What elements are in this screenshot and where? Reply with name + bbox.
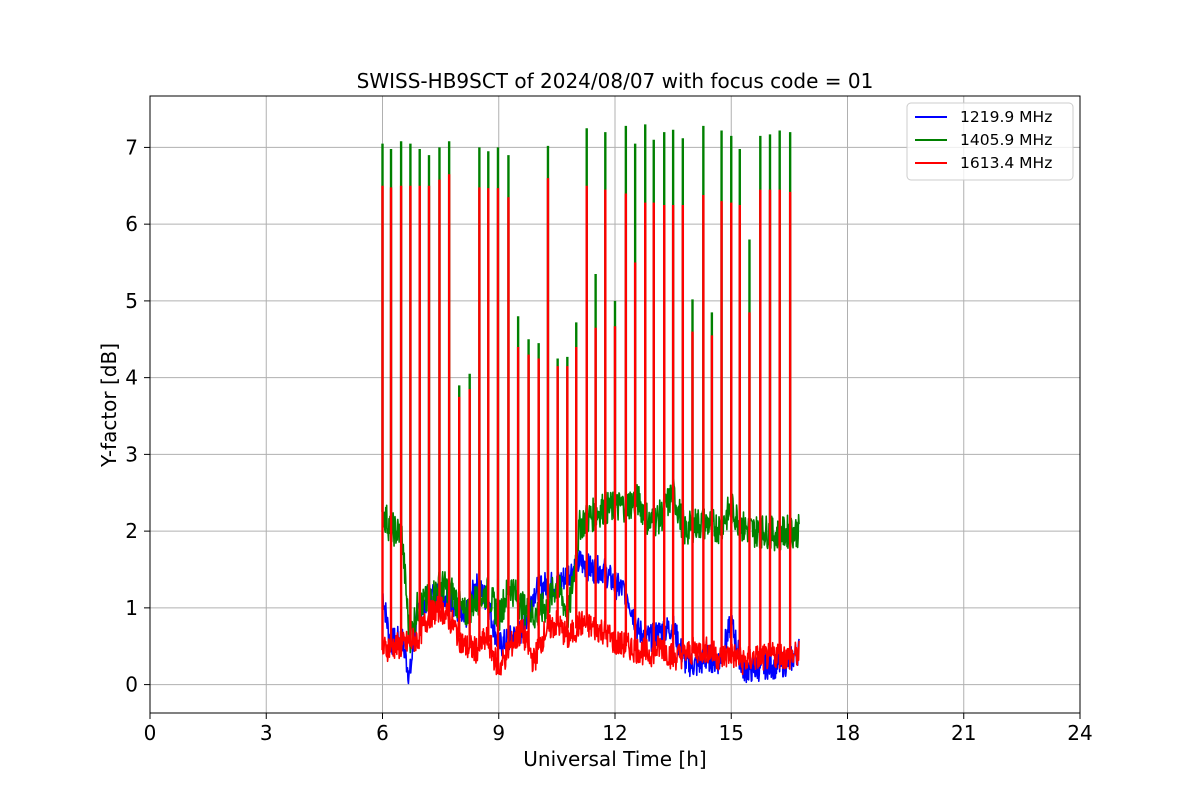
series-trace <box>381 595 800 676</box>
x-tick-label: 6 <box>376 721 389 745</box>
legend-label-1613: 1613.4 MHz <box>960 154 1052 172</box>
y-tick-label: 0 <box>125 673 138 697</box>
x-tick-label: 24 <box>1067 721 1092 745</box>
x-tick-label: 15 <box>719 721 744 745</box>
y-axis-title: Y-factor [dB] <box>97 343 121 468</box>
y-tick-label: 1 <box>125 596 138 620</box>
series-group <box>381 124 800 685</box>
chart-title: SWISS-HB9SCT of 2024/08/07 with focus co… <box>357 69 874 93</box>
legend-box <box>906 102 1074 181</box>
x-tick-label: 9 <box>492 721 505 745</box>
x-tick-label: 21 <box>951 721 976 745</box>
y-tick-label: 6 <box>125 212 138 236</box>
x-axis-title: Universal Time [h] <box>523 747 706 771</box>
series-1613-4-mhz <box>381 174 800 676</box>
legend-label-1219: 1219.9 MHz <box>960 108 1052 126</box>
legend: 1219.9 MHz 1405.9 MHz 1613.4 MHz <box>906 102 1074 181</box>
x-tick-label: 0 <box>144 721 157 745</box>
y-tick-label: 2 <box>125 519 138 543</box>
y-tick-label: 4 <box>125 366 138 390</box>
legend-label-1405: 1405.9 MHz <box>960 131 1052 149</box>
y-tick-label: 7 <box>125 135 138 159</box>
x-tick-label: 12 <box>602 721 627 745</box>
series-trace <box>381 477 800 654</box>
y-tick-label: 3 <box>125 442 138 466</box>
y-tick-label: 5 <box>125 289 138 313</box>
x-tick-label: 3 <box>260 721 273 745</box>
x-tick-label: 18 <box>835 721 860 745</box>
